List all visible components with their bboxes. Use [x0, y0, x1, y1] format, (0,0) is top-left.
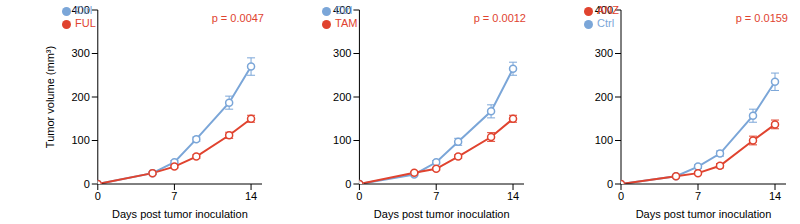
svg-text:0: 0	[356, 190, 362, 202]
svg-text:0: 0	[95, 190, 101, 202]
svg-text:Days post tumor inoculation: Days post tumor inoculation	[112, 208, 248, 220]
svg-text:300: 300	[595, 47, 613, 59]
svg-text:300: 300	[71, 47, 89, 59]
svg-text:0: 0	[618, 190, 624, 202]
svg-text:0: 0	[345, 178, 351, 190]
svg-text:300: 300	[333, 47, 351, 59]
svg-text:0: 0	[607, 178, 613, 190]
svg-text:100: 100	[333, 134, 351, 146]
svg-text:400: 400	[595, 4, 613, 16]
svg-text:Days post tumor inoculation: Days post tumor inoculation	[636, 208, 772, 220]
svg-text:400: 400	[71, 4, 89, 16]
svg-text:200: 200	[71, 91, 89, 103]
svg-text:100: 100	[71, 134, 89, 146]
svg-text:200: 200	[595, 91, 613, 103]
svg-text:14: 14	[245, 190, 257, 202]
svg-text:7: 7	[171, 190, 177, 202]
svg-text:100: 100	[595, 134, 613, 146]
svg-text:14: 14	[769, 190, 781, 202]
svg-text:Days post tumor inoculation: Days post tumor inoculation	[374, 208, 510, 220]
svg-text:200: 200	[333, 91, 351, 103]
svg-text:400: 400	[333, 4, 351, 16]
svg-text:14: 14	[507, 190, 519, 202]
svg-text:7: 7	[695, 190, 701, 202]
svg-text:7: 7	[433, 190, 439, 202]
svg-text:0: 0	[84, 178, 90, 190]
svg-text:Tumor volume (mm³): Tumor volume (mm³)	[44, 46, 56, 148]
